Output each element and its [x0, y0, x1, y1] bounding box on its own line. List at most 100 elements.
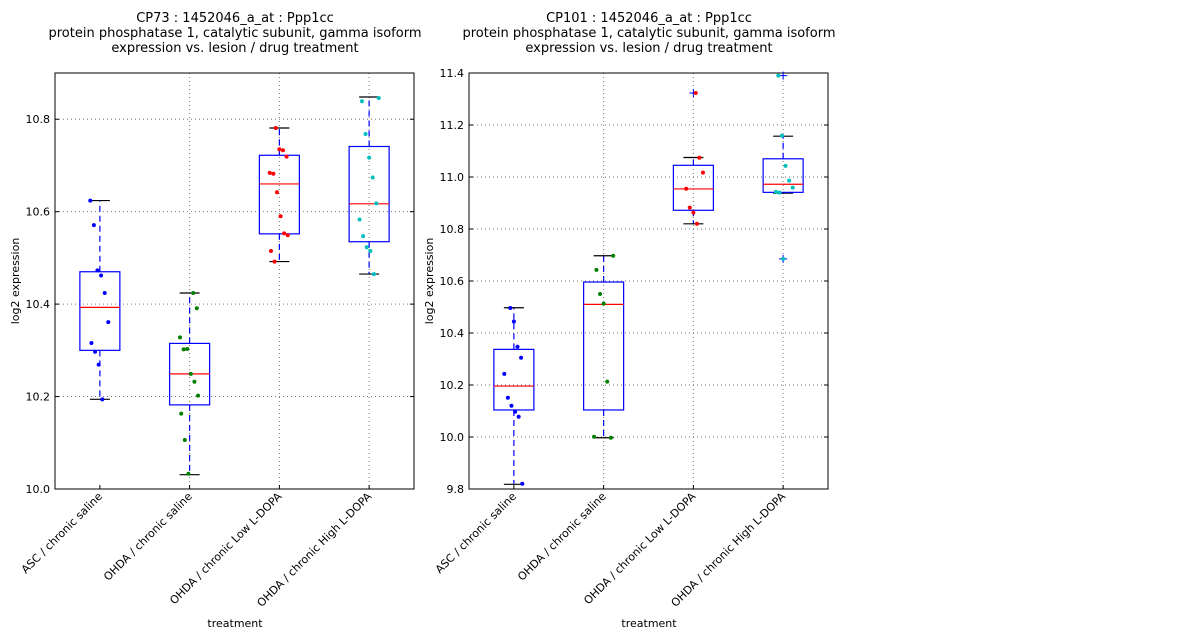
y-tick-label: 10.6 [26, 206, 51, 219]
data-point [787, 178, 792, 183]
data-point [284, 154, 289, 159]
data-point [790, 185, 795, 190]
data-point [181, 347, 186, 352]
plot-frame [468, 72, 829, 490]
iqr-box [493, 348, 535, 411]
data-point [106, 320, 111, 325]
data-point [359, 99, 364, 104]
data-point [273, 126, 278, 131]
x-tick-label: OHDA / chronic saline [101, 490, 195, 584]
data-point [364, 245, 369, 250]
data-point [102, 291, 107, 296]
data-point [95, 268, 100, 273]
data-point [608, 435, 613, 440]
y-tick-label: 11.4 [440, 67, 465, 80]
y-tick-label: 10.0 [440, 431, 465, 444]
box-3 [258, 127, 300, 263]
iqr-box [583, 281, 625, 411]
data-point [781, 256, 786, 261]
data-point [191, 291, 196, 296]
box-4 [762, 71, 804, 263]
data-point [192, 379, 197, 384]
y-tick-label: 9.8 [447, 483, 465, 496]
data-point [505, 395, 510, 400]
x-tick-label: OHDA / chronic saline [515, 490, 609, 584]
y-axis-label: log2 expression [423, 238, 436, 325]
y-tick-label: 10.0 [26, 483, 51, 496]
data-point [282, 231, 287, 236]
data-point [509, 403, 514, 408]
data-point [520, 481, 525, 486]
data-point [519, 355, 524, 360]
data-point [100, 397, 105, 402]
data-point [267, 170, 272, 175]
data-point [277, 147, 282, 152]
chart-title-line-1: CP73 : 1452046_a_at : Ppp1cc [136, 11, 334, 26]
iqr-box [348, 145, 390, 243]
chart-cp73: CP73 : 1452046_a_at : Ppp1cc protein pho… [9, 11, 422, 630]
chart-title-line-2: protein phosphatase 1, catalytic subunit… [462, 26, 835, 41]
data-point [779, 133, 784, 138]
data-point [367, 155, 372, 160]
y-tick-label: 10.8 [26, 113, 51, 126]
data-point [693, 91, 698, 96]
data-point [268, 248, 273, 253]
data-point [594, 267, 599, 272]
data-point [508, 306, 513, 311]
data-point [271, 171, 276, 176]
data-point [186, 471, 191, 476]
data-point [783, 163, 788, 168]
data-point [694, 221, 699, 226]
data-point [516, 414, 521, 419]
x-axis-label: treatment [207, 617, 263, 630]
data-point [700, 170, 705, 175]
data-point [194, 306, 199, 311]
chart-cp101: CP101 : 1452046_a_at : Ppp1cc protein ph… [423, 11, 836, 630]
data-point [363, 132, 368, 137]
y-tick-label: 10.6 [440, 275, 465, 288]
data-point [370, 175, 375, 180]
data-point [196, 393, 201, 398]
data-point [691, 210, 696, 215]
y-tick-label: 10.4 [440, 327, 465, 340]
data-point [687, 205, 692, 210]
box-2 [169, 292, 211, 476]
iqr-box [79, 271, 121, 351]
outlier-marker [779, 71, 788, 80]
box-1 [493, 307, 535, 485]
box-2 [583, 255, 625, 439]
data-point [515, 344, 520, 349]
data-point [188, 371, 193, 376]
data-point [371, 272, 376, 277]
data-point [182, 438, 187, 443]
y-tick-label: 10.8 [440, 223, 465, 236]
data-point [513, 409, 518, 414]
data-point [773, 189, 778, 194]
data-point [502, 371, 507, 376]
data-point [274, 190, 279, 195]
data-point [598, 292, 603, 296]
data-point [777, 190, 782, 195]
data-point [361, 234, 366, 239]
data-point [592, 434, 597, 439]
data-point [99, 273, 104, 278]
y-tick-label: 11.0 [440, 171, 465, 184]
data-point [684, 186, 689, 191]
data-point [697, 155, 702, 160]
data-point [368, 248, 373, 253]
y-tick-label: 10.2 [440, 379, 465, 392]
chart-title-line-2: protein phosphatase 1, catalytic subunit… [48, 26, 421, 41]
data-point [272, 259, 277, 264]
data-point [278, 214, 283, 219]
data-point [96, 362, 101, 367]
iqr-box [672, 164, 714, 211]
data-point [93, 349, 98, 354]
data-point [280, 148, 285, 153]
x-tick-label: ASC / chronic saline [19, 490, 105, 576]
data-point [357, 217, 362, 222]
data-point [776, 73, 781, 78]
chart-title-line-3: expression vs. lesion / drug treatment [525, 41, 772, 56]
data-point [611, 253, 616, 258]
data-point [88, 198, 93, 203]
